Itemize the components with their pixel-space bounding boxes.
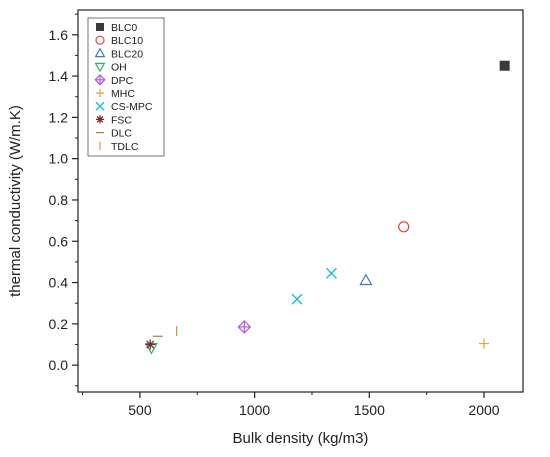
x-tick-label: 2000	[468, 402, 499, 418]
data-point	[325, 267, 337, 279]
legend-item: FSC	[96, 114, 132, 126]
legend-label: TDLC	[111, 141, 139, 153]
y-tick-label: 0.6	[49, 233, 69, 249]
legend-marker	[95, 35, 105, 45]
legend-item: CS-MPC	[95, 101, 153, 113]
y-tick-label: 0.0	[49, 357, 69, 373]
legend-item: DLC	[96, 128, 132, 140]
legend-item: DPC	[94, 74, 134, 87]
legend-marker	[96, 89, 104, 97]
legend-label: BLC0	[111, 22, 137, 34]
y-tick-label: 0.8	[49, 192, 69, 208]
data-point	[398, 221, 410, 233]
legend-marker	[94, 47, 106, 58]
legend-item: BLC0	[96, 22, 137, 34]
data-point	[359, 273, 373, 286]
series-mhc	[479, 338, 490, 349]
data-point	[499, 60, 510, 71]
y-tick-label: 0.4	[49, 275, 69, 291]
y-tick-label: 1.0	[49, 151, 69, 167]
y-tick-label: 1.6	[49, 27, 69, 43]
data-point	[237, 320, 252, 334]
legend-label: FSC	[111, 114, 132, 126]
series-cs-mpc	[291, 267, 337, 305]
data-point	[291, 293, 303, 305]
data-point	[145, 339, 156, 350]
legend-item: BLC10	[95, 35, 143, 47]
legend-label: OH	[111, 62, 127, 74]
legend-label: MHC	[111, 88, 135, 100]
series-blc10	[398, 221, 410, 233]
legend-item: MHC	[96, 88, 135, 100]
legend-item: TDLC	[99, 141, 139, 153]
legend-label: CS-MPC	[111, 101, 153, 113]
y-tick-label: 0.2	[49, 316, 69, 332]
series-fsc	[145, 339, 156, 350]
series-blc0	[499, 60, 510, 71]
legend-label: BLC10	[111, 35, 143, 47]
legend-marker	[96, 23, 104, 31]
series-dpc	[237, 320, 252, 334]
legend-label: DPC	[111, 75, 134, 87]
x-tick-label: 500	[128, 402, 152, 418]
data-point	[479, 338, 490, 349]
legend-label: DLC	[111, 128, 132, 140]
legend-marker	[96, 115, 104, 124]
y-tick-label: 1.2	[49, 109, 69, 125]
legend-item: BLC20	[94, 47, 143, 60]
x-tick-label: 1000	[239, 402, 270, 418]
legend-label: BLC20	[111, 48, 143, 60]
plot-frame	[77, 9, 524, 393]
y-axis-title: thermal conductivity (W/m.K)	[7, 105, 24, 297]
y-tick-label: 1.4	[49, 68, 69, 84]
legend-box	[87, 17, 165, 157]
legend-item: OH	[94, 62, 127, 74]
x-tick-label: 1500	[354, 402, 385, 418]
legend-marker	[94, 62, 106, 73]
x-axis-title: Bulk density (kg/m3)	[233, 430, 369, 447]
legend-marker	[94, 74, 106, 86]
series-blc20	[359, 273, 373, 286]
legend-marker	[95, 101, 105, 111]
